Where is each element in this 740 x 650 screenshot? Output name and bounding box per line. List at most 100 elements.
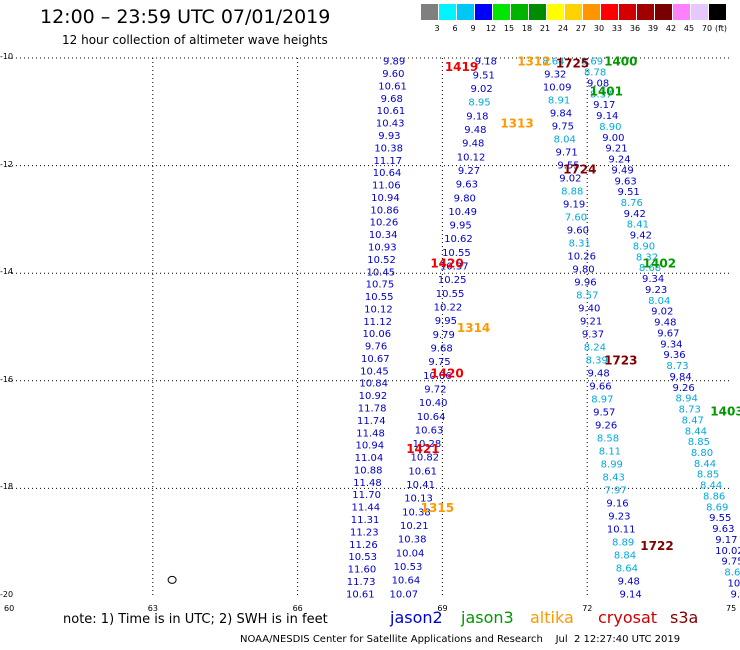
swh-value: 10.22 [434,303,463,314]
pass-time-label: 1314 [457,321,490,335]
swh-value: 10.93 [368,242,397,253]
legend-swatch [475,4,492,20]
legend-label: 24 [557,24,569,33]
swh-value: 8.69 [724,568,740,579]
swh-value: 10.02 [715,546,740,557]
legend-swatch [529,4,546,20]
swh-value: 10.84 [359,379,388,390]
swh-value: 9.02 [559,174,581,185]
swh-value: 9.26 [673,383,695,394]
swh-value: 11.78 [358,404,387,415]
map-canvas[interactable]: 9.899.6010.619.6810.6110.439.9310.3811.1… [0,48,740,603]
swh-value: 8.43 [603,472,625,483]
swh-value: 9.18 [466,111,488,122]
swh-value: 10.34 [369,230,398,241]
swh-value: 9.72 [424,384,446,395]
y-tick-label: -18 [0,482,14,492]
swh-value: 10.04 [396,548,425,559]
swh-value: 9.23 [608,511,630,522]
pass-time-label: 1315 [421,501,454,515]
swh-value: 8.97 [591,394,613,405]
legend-label: 9 [470,24,476,33]
swh-value: 9.75 [428,357,450,368]
swh-value: 9.51 [618,187,640,198]
satellite-cryosat: cryosat [598,608,658,627]
pass-time-label: 1400 [604,55,637,69]
swh-value: 10.38 [374,143,403,154]
swh-value: 9.63 [614,176,636,187]
swh-value: 11.44 [352,503,381,514]
swh-value: 8.44 [685,426,707,437]
pass-time-label: 1313 [500,117,533,131]
swh-value: 9.48 [654,318,676,329]
x-tick-label: 66 [292,604,303,613]
swh-value: 9.84 [550,109,572,120]
swh-value: 10.55 [365,292,394,303]
swh-value: 9.49 [611,165,633,176]
swh-value: 10.61 [378,81,407,92]
pass-time-label: 1723 [604,353,637,367]
satellite-jason3: jason3 [461,608,514,627]
swh-value: 9.96 [574,278,596,289]
swh-value: 10.75 [366,280,395,291]
swh-value: 9.51 [473,70,495,81]
swh-value: 9.24 [608,155,630,166]
swh-value: 9.55 [709,513,731,524]
swh-value: 9.79 [433,330,455,341]
swh-value: 9.19 [563,200,585,211]
legend-label: 39 [647,24,659,33]
swh-value: 8.94 [676,394,698,405]
swh-value: 10.37 [440,262,469,273]
swh-value: 8.32 [636,252,658,263]
swh-value: 9.63 [456,180,478,191]
swh-value: 9.42 [624,209,646,220]
pass-time-label: 1312 [517,55,550,69]
swh-value: 9.17 [593,100,615,111]
swh-value: 9.14 [596,111,618,122]
legend-swatch [565,4,582,20]
swh-value: 9.17 [715,535,737,546]
swh-value: 8.91 [548,96,570,107]
pass-time-label: 1403 [710,404,740,418]
swh-value: 9.00 [602,133,624,144]
swh-value: 9.14 [731,589,740,600]
swh-value: 8.99 [601,459,623,470]
swh-value: 9.08 [587,78,609,89]
swh-value: 10.25 [438,275,467,286]
swh-value: 10.49 [448,207,477,218]
swh-value: 11.06 [372,181,401,192]
legend-swatch [673,4,690,20]
legend-swatch [583,4,600,20]
x-tick-label: 63 [147,604,158,613]
legend-label: 15 [503,24,515,33]
legend-label: 6 [452,24,458,33]
footer-credit: NOAA/NESDIS Center for Satellite Applica… [240,634,681,645]
pass-time-label: 1725 [556,56,589,70]
swh-value: 10.64 [373,168,402,179]
swh-value: 9.66 [589,381,611,392]
swh-value: 8.80 [691,448,713,459]
swh-value: 8.58 [597,433,619,444]
swh-value: 11.31 [351,515,380,526]
swh-value: 9.75 [721,557,740,568]
swh-value: 10.06 [363,329,392,340]
pass-time-label: 1722 [640,539,673,553]
swh-value: 10.07 [389,589,418,600]
legend-label: 70 [701,24,713,33]
swh-value: 8.44 [700,481,722,492]
legend-swatch [421,4,438,20]
legend-swatch [493,4,510,20]
legend-label: 42 [665,24,677,33]
swh-value: 9.40 [578,304,600,315]
legend-swatch [691,4,708,20]
swh-value: 9.57 [593,407,615,418]
swh-value: 10.40 [419,398,448,409]
swh-value: 8.68 [639,263,661,274]
swh-value: 9.93 [378,131,400,142]
swh-value: 9.02 [470,84,492,95]
swh-value: 8.41 [627,220,649,231]
swh-value: 9.55 [557,161,579,172]
swh-value: 8.31 [569,239,591,250]
legend-swatch [547,4,564,20]
swh-value: 9.21 [605,144,627,155]
